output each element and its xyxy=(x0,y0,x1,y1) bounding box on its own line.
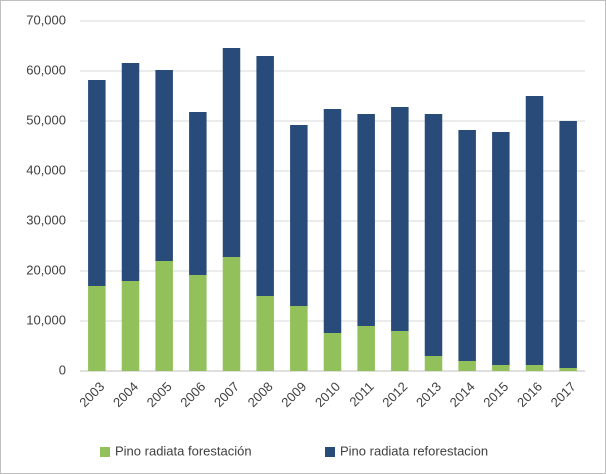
bar-segment xyxy=(323,109,342,333)
bar-segment xyxy=(559,121,577,368)
bar-segment xyxy=(121,281,140,371)
bar-segment xyxy=(458,361,476,371)
bar-segment xyxy=(357,114,375,326)
bar-segment xyxy=(492,132,510,365)
legend-label: Pino radiata reforestacion xyxy=(340,443,488,458)
y-tick-label: 20,000 xyxy=(26,262,66,277)
bar-segment xyxy=(222,257,241,371)
bar-segment xyxy=(424,356,443,371)
bar-segment xyxy=(323,333,342,371)
bar-segment xyxy=(424,114,443,356)
bar-segment xyxy=(256,56,274,296)
bar-segment xyxy=(559,368,577,371)
bar-segment xyxy=(88,286,106,371)
bar-segment xyxy=(391,107,409,331)
y-tick-label: 70,000 xyxy=(26,12,66,27)
bar-segment xyxy=(256,296,274,371)
y-tick-label: 50,000 xyxy=(26,112,66,127)
y-tick-label: 30,000 xyxy=(26,212,66,227)
y-tick-label: 40,000 xyxy=(26,162,66,177)
bar-segment xyxy=(458,130,476,361)
y-tick-label: 0 xyxy=(59,362,66,377)
bar-segment xyxy=(155,261,173,371)
y-tick-label: 60,000 xyxy=(26,62,66,77)
legend-swatch xyxy=(100,447,110,457)
bar-segment xyxy=(290,125,308,306)
bar-segment xyxy=(121,63,140,281)
bar-segment xyxy=(155,70,173,261)
bar-segment xyxy=(525,365,544,371)
bar-segment xyxy=(492,365,510,371)
bar-segment xyxy=(525,96,544,365)
bar-segment xyxy=(290,306,308,371)
bar-segment xyxy=(357,326,375,371)
legend-swatch xyxy=(325,447,335,457)
bar-segment xyxy=(88,80,106,286)
legend-label: Pino radiata forestación xyxy=(115,443,252,458)
bar-segment xyxy=(391,331,409,371)
bar-segment xyxy=(222,48,241,257)
bar-segment xyxy=(189,275,207,371)
y-tick-label: 10,000 xyxy=(26,312,66,327)
bar-segment xyxy=(189,112,207,275)
